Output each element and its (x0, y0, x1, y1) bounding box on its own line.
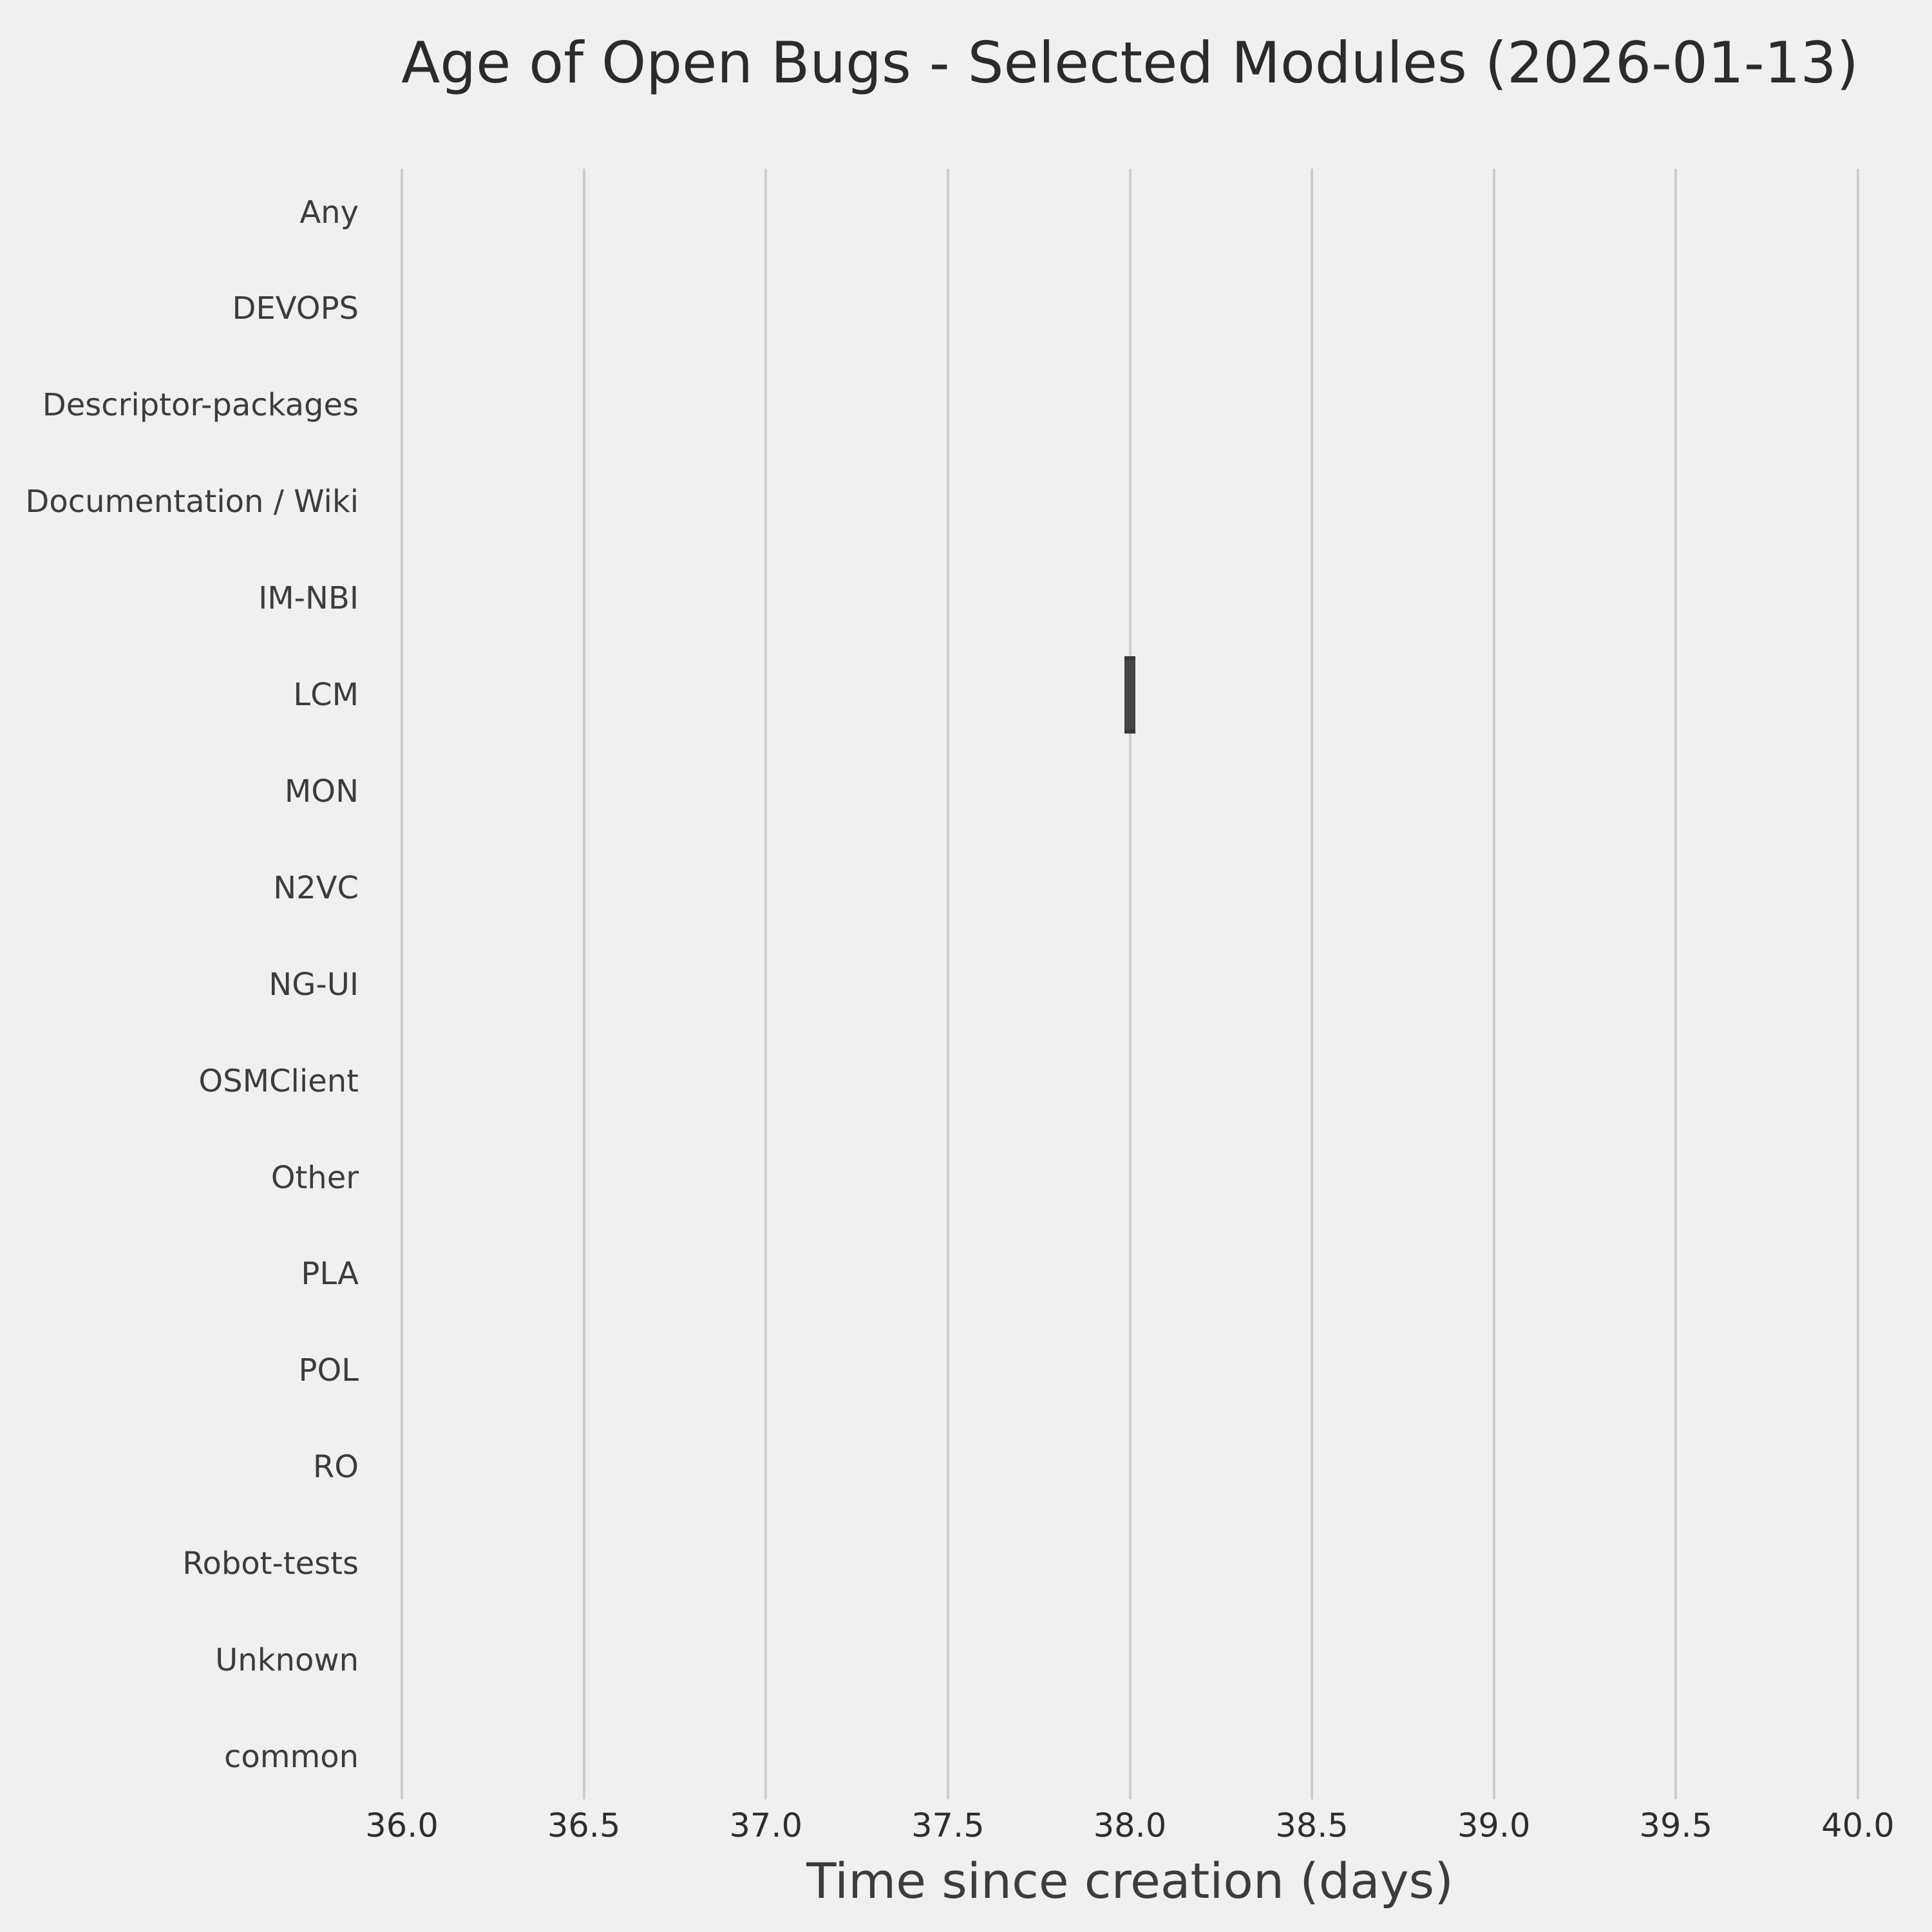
x-tick-label-39.0: 39.0 (1457, 1807, 1531, 1845)
y-tick-label-documentation-wiki: Documentation / Wiki (25, 484, 359, 520)
gridline-x-38.5 (1311, 169, 1314, 1799)
y-tick-label-mon: MON (284, 773, 359, 810)
x-tick-label-38.0: 38.0 (1093, 1807, 1167, 1845)
y-tick-label-robot-tests: Robot-tests (182, 1546, 359, 1582)
gridline-x-36.0 (401, 169, 404, 1799)
gridline-x-36.5 (582, 169, 585, 1799)
boxplot-box-LCM (1124, 656, 1135, 734)
gridline-x-39.5 (1674, 169, 1678, 1799)
gridline-x-37.5 (946, 169, 949, 1799)
y-tick-label-pol: POL (298, 1352, 359, 1389)
y-tick-label-im-nbi: IM-NBI (258, 580, 359, 617)
x-tick-label-37.0: 37.0 (729, 1807, 803, 1845)
y-tick-label-lcm: LCM (293, 677, 359, 713)
gridline-x-39.0 (1492, 169, 1495, 1799)
y-tick-label-any: Any (299, 194, 359, 231)
x-tick-label-39.5: 39.5 (1639, 1807, 1713, 1845)
y-tick-label-osmclient: OSMClient (198, 1063, 359, 1099)
x-tick-label-36.0: 36.0 (365, 1807, 439, 1845)
x-tick-label-40.0: 40.0 (1821, 1807, 1895, 1845)
y-tick-label-ng-ui: NG-UI (269, 966, 359, 1003)
y-tick-label-ro: RO (312, 1449, 359, 1486)
gridline-x-40.0 (1856, 169, 1859, 1799)
x-tick-label-36.5: 36.5 (547, 1807, 621, 1845)
x-axis-label: Time since creation (days) (806, 1852, 1454, 1909)
y-tick-label-other: Other (270, 1159, 359, 1196)
y-tick-label-common: common (223, 1738, 359, 1775)
gridline-x-37.0 (764, 169, 768, 1799)
y-tick-label-unknown: Unknown (215, 1642, 359, 1678)
chart-title: Age of Open Bugs - Selected Modules (202… (401, 30, 1859, 96)
y-tick-label-descriptor-packages: Descriptor-packages (42, 387, 359, 424)
y-tick-label-n2vc: N2VC (273, 869, 359, 906)
x-tick-label-38.5: 38.5 (1275, 1807, 1349, 1845)
x-tick-label-37.5: 37.5 (911, 1807, 985, 1845)
y-tick-label-pla: PLA (301, 1256, 359, 1293)
gridline-x-38.0 (1128, 169, 1132, 1799)
y-tick-label-devops: DEVOPS (232, 290, 359, 327)
plot-area (329, 169, 1931, 1799)
